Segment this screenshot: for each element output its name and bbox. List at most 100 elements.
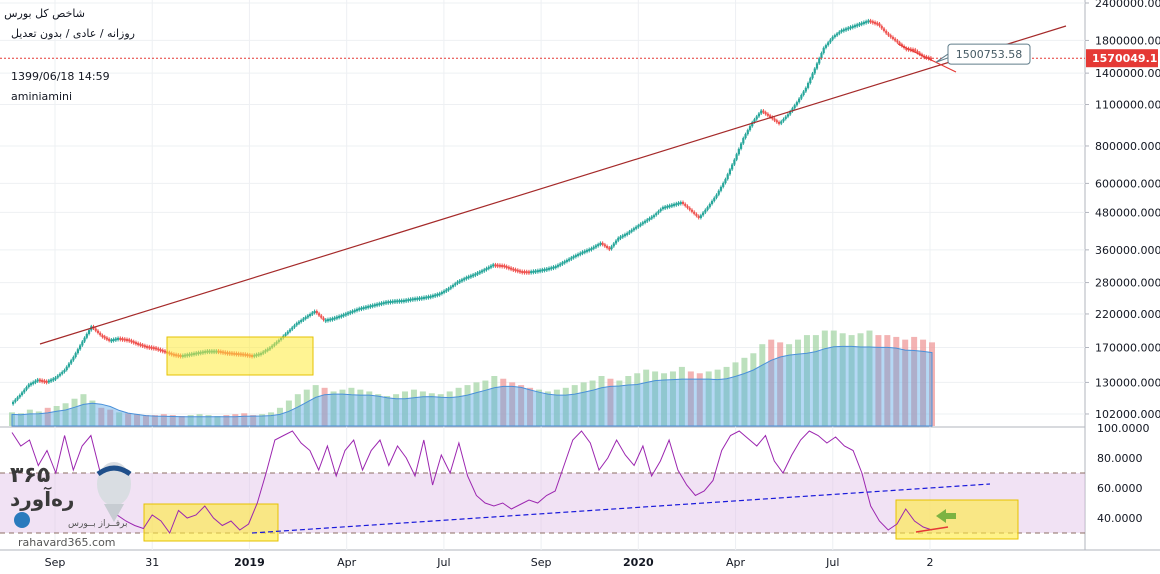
volume-bar [535,389,542,426]
volume-bar [678,366,685,426]
candle-body [693,211,696,214]
candle-body [715,194,718,198]
candle-body [534,270,537,273]
volume-bar [330,391,337,426]
time-tick-label: 2019 [234,556,265,569]
candle-body [99,332,102,336]
volume-bar [723,366,730,426]
candle-body [503,265,506,268]
candle-body [391,300,394,303]
chart-title: شاخص کل بورس [4,7,85,20]
candle-body [119,337,122,340]
candle-body [300,320,303,323]
volume-bar [812,335,819,426]
candle-body [340,315,343,318]
candle-body [358,308,361,311]
candle-body [798,98,801,103]
candle-body [690,209,694,212]
candle-body [576,253,580,256]
volume-bar [285,400,292,426]
candle-body [472,274,475,277]
candle-body [639,223,642,226]
candle-body [463,278,466,281]
candle-body [710,200,714,205]
candle-body [405,299,408,302]
price-tick-label: 480000.000000 [1095,206,1160,219]
volume-bar [544,391,551,426]
candle-body [56,375,59,378]
last-price-label: 1570049.18 [1092,52,1160,65]
candle-body [862,21,865,24]
candle-body [873,21,877,24]
volume-bar [500,378,507,426]
candle-body [362,307,365,310]
candle-body [760,110,763,114]
candle-body [601,242,604,245]
candle-body [717,190,720,195]
volume-bar [294,394,301,426]
candle-body [494,264,497,267]
candle-body [833,35,836,38]
candle-body [114,338,117,341]
volume-bar [616,380,623,426]
candle-body [853,25,857,28]
candle-body [905,47,908,50]
candle-body [831,36,834,40]
volume-bar [482,380,489,426]
candle-body [342,314,345,317]
candle-body [393,300,397,303]
candle-body [150,346,153,349]
volume-bar [741,357,748,426]
rsi-arrow-marker [936,509,956,523]
candle-body [652,215,656,218]
rsi-line [11,430,933,535]
marker-price-label: 1500753.58 [956,48,1022,61]
candle-body [427,296,430,299]
volume-bar [107,409,114,426]
volume-bar [276,407,283,426]
chart-subtitle: روزانه / عادی / بدون تعدیل [10,27,135,40]
candle-body [699,215,702,218]
candle-body [43,380,46,383]
volume-bar [795,339,802,426]
candle-body [771,116,774,119]
candle-body [320,315,323,318]
volume-bar [71,398,78,426]
candle-body [483,269,486,272]
candle-body [648,218,651,221]
svg-text:ره‌آورد: ره‌آورد [10,486,74,511]
candle-body [322,317,325,321]
candle-body [626,232,629,235]
volume-bar [17,413,24,426]
candle-body [815,63,819,69]
rsi-tick-label: 80.0000 [1097,452,1143,465]
volume-bar [732,362,739,426]
candle-body [333,317,336,320]
candle-body [695,213,698,216]
volume-bar [777,342,784,426]
candle-body [561,262,564,265]
candle-body [686,205,689,208]
candle-body [539,269,542,272]
candle-body [154,347,158,350]
candle-body [400,300,403,303]
price-tick-label: 220000.000000 [1095,308,1160,321]
candle-body [570,257,573,260]
volume-bar [419,391,426,426]
candle-body [840,30,843,33]
price-tick-label: 1400000.000000 [1095,67,1160,80]
volume-bar [714,369,721,426]
price-tick-label: 170000.000000 [1095,342,1160,355]
candle-body [454,283,457,286]
candle-body [916,51,919,54]
volume-bar [187,415,194,426]
candle-body [407,299,410,302]
candle-body [777,121,781,124]
rsi-highlight-box [143,503,279,542]
candle-body [32,381,35,384]
candle-body [523,271,526,274]
volume-bar [348,387,355,426]
candle-body [824,45,828,48]
candle-body [630,229,633,232]
